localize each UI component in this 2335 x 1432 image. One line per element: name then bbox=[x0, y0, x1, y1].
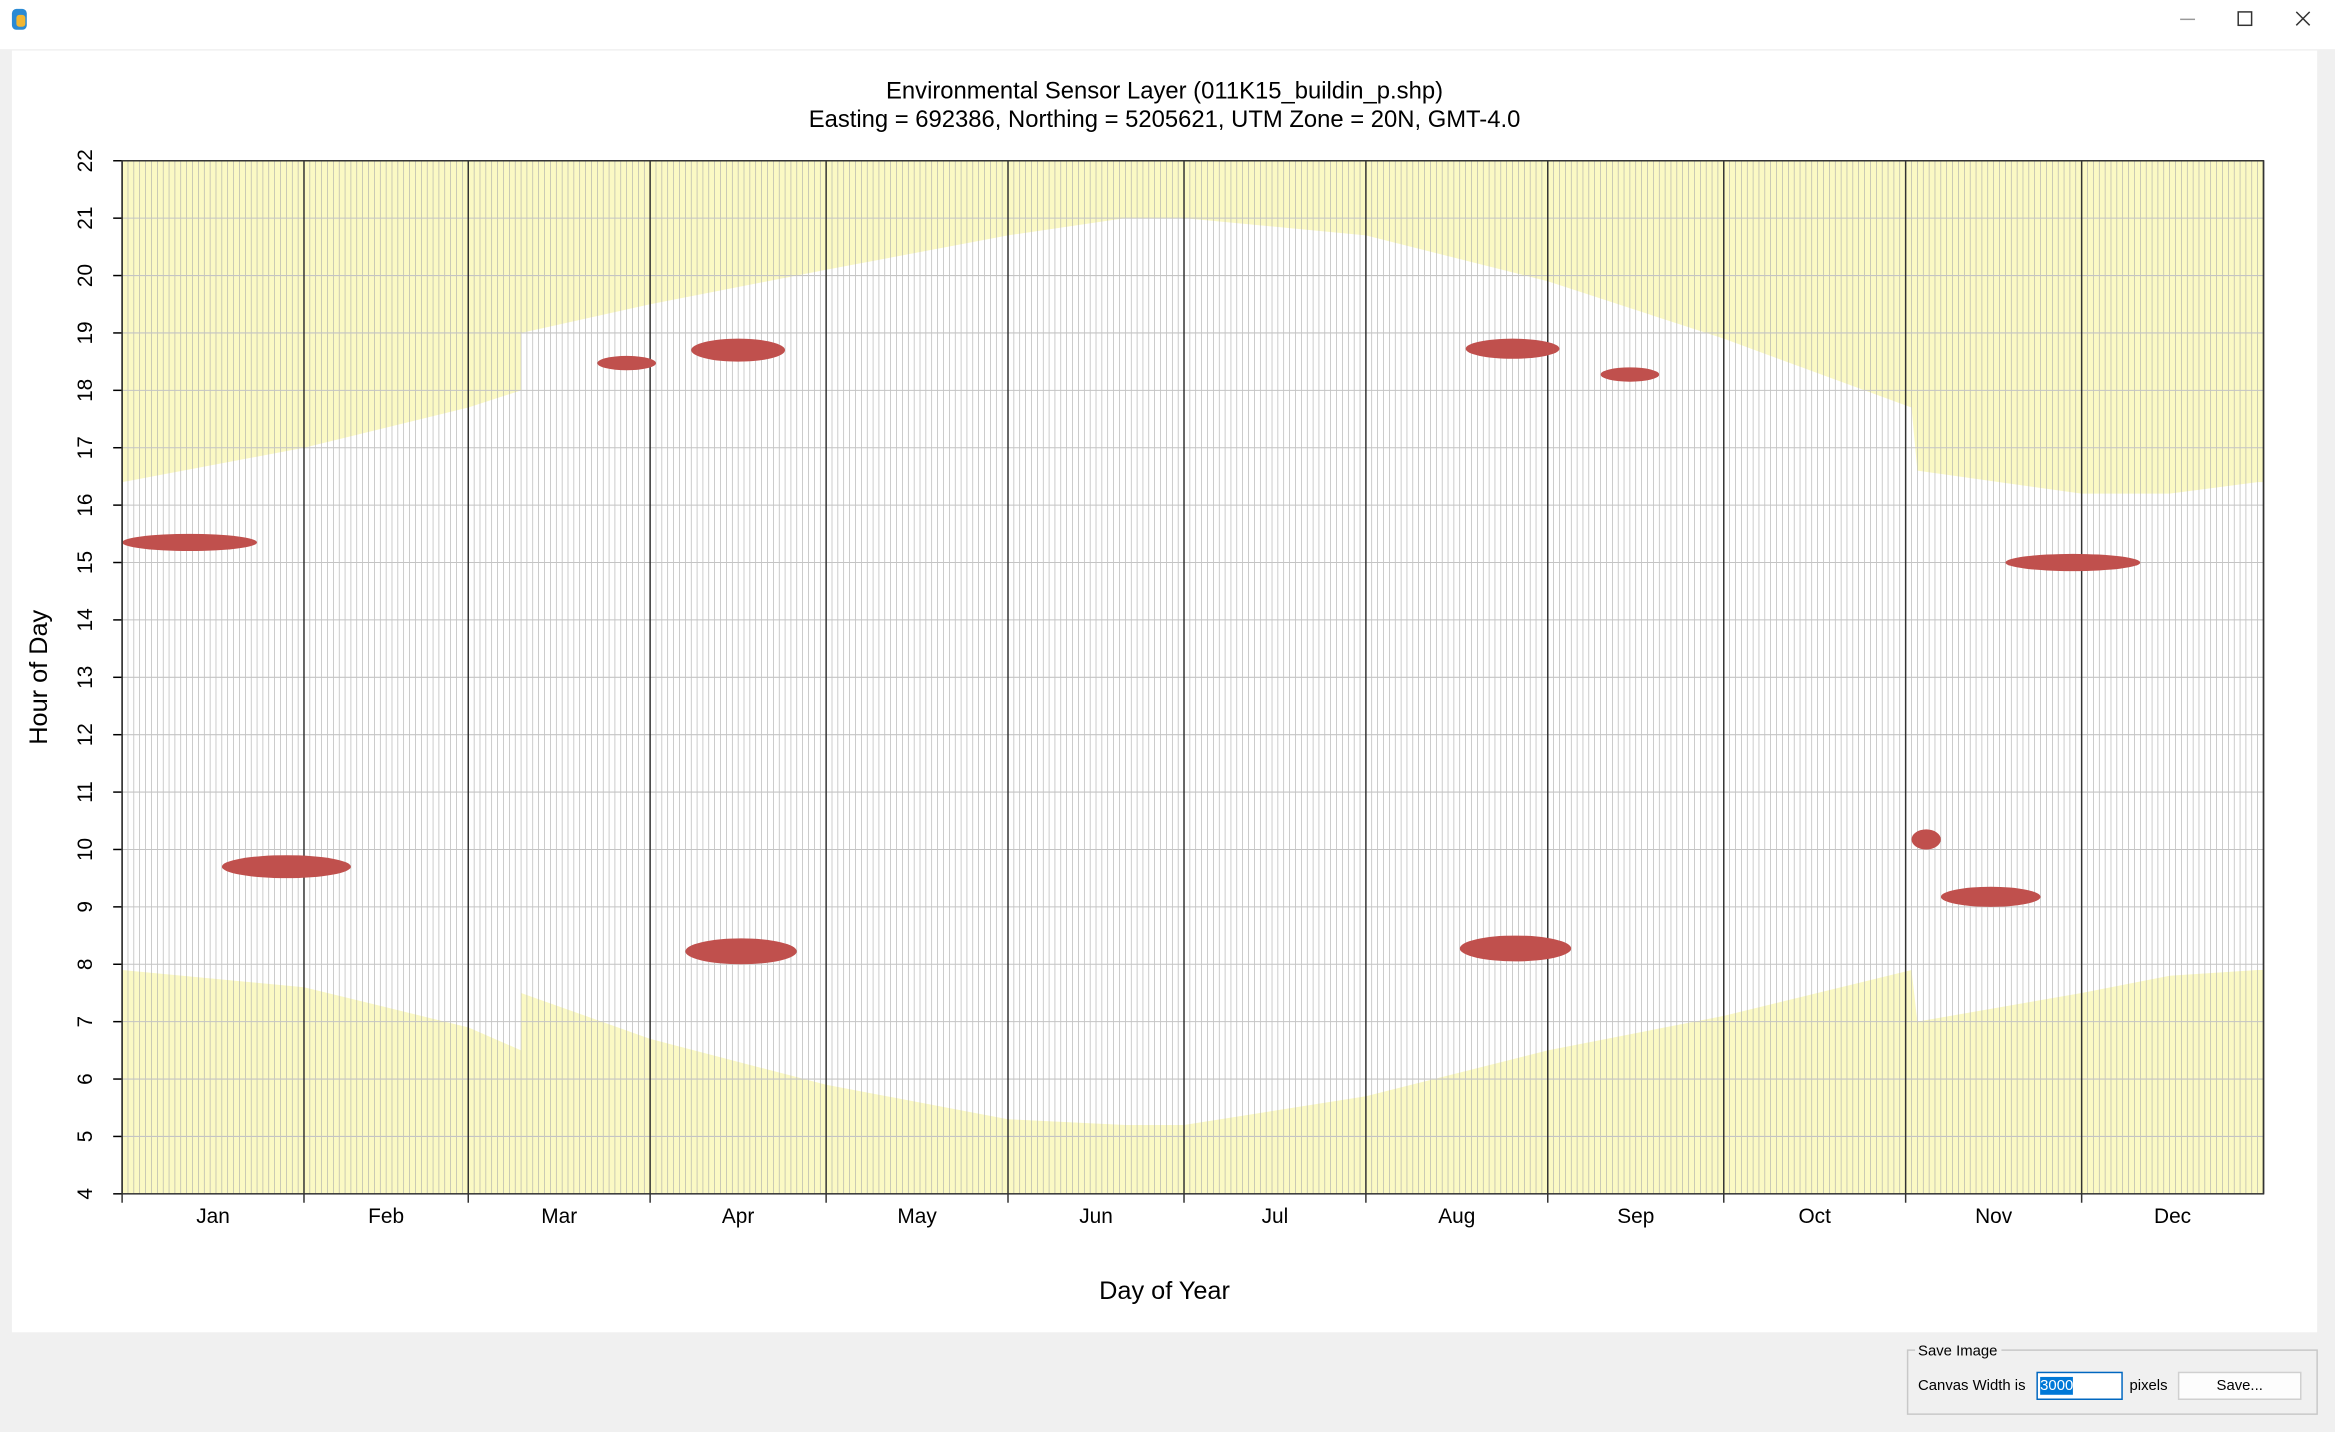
save-button[interactable] bbox=[2177, 1371, 2302, 1400]
shadow bbox=[1940, 886, 2041, 907]
y-axis-label: Hour of Day bbox=[25, 609, 53, 744]
y-tick-label: 16 bbox=[74, 494, 97, 517]
y-tick-label: 8 bbox=[74, 958, 97, 970]
y-tick-label: 7 bbox=[74, 1016, 97, 1028]
maximize-button[interactable] bbox=[2237, 11, 2253, 27]
shadow bbox=[1459, 935, 1572, 962]
x-tick-label: Aug bbox=[1438, 1205, 1475, 1228]
save-group-title: Save Image bbox=[1918, 1344, 1997, 1360]
pixels-label: pixels bbox=[2129, 1378, 2167, 1394]
y-tick-label: 17 bbox=[74, 436, 97, 459]
y-tick-label: 5 bbox=[74, 1131, 97, 1143]
y-tick-label: 4 bbox=[74, 1188, 97, 1200]
shadow bbox=[1911, 829, 1941, 850]
x-tick-label: Nov bbox=[1975, 1205, 2013, 1228]
x-tick-label: Feb bbox=[368, 1205, 404, 1228]
save-group-title-bg bbox=[1915, 1341, 2002, 1360]
canvas-width-value[interactable]: 3000 bbox=[2040, 1378, 2073, 1394]
y-tick-label: 12 bbox=[74, 723, 97, 746]
y-tick-label: 15 bbox=[74, 551, 97, 574]
y-tick-label: 9 bbox=[74, 901, 97, 913]
shadow bbox=[122, 533, 258, 552]
x-axis-label: Day of Year bbox=[1099, 1277, 1230, 1305]
save-button-label[interactable]: Save... bbox=[2217, 1378, 2263, 1394]
x-tick-label: May bbox=[897, 1205, 937, 1228]
y-tick-label: 6 bbox=[74, 1073, 97, 1085]
daylight-boundary-area bbox=[122, 160, 2264, 494]
chart-title: Environmental Sensor Layer (011K15_build… bbox=[886, 78, 1443, 105]
daylight-boundary-area bbox=[122, 969, 2264, 1194]
x-tick-label: Jul bbox=[1262, 1205, 1289, 1228]
y-tick-label: 20 bbox=[74, 264, 97, 287]
x-tick-label: Mar bbox=[541, 1205, 577, 1228]
x-tick-label: Dec bbox=[2154, 1205, 2191, 1228]
app-icon-accent bbox=[16, 14, 26, 27]
plot: 4 5 6 7 8 9 10 11 12 13 14 15 16 17 18 19 20 21 22 Jan Feb Ma… bbox=[74, 149, 2265, 1228]
input-selection bbox=[2040, 1376, 2073, 1395]
shadow bbox=[685, 938, 797, 965]
shadow bbox=[691, 338, 786, 362]
y-tick-label: 10 bbox=[74, 838, 97, 861]
x-tick-label: Oct bbox=[1798, 1205, 1831, 1228]
shadow bbox=[1465, 338, 1560, 359]
x-tick-label: Sep bbox=[1617, 1205, 1654, 1228]
y-tick-label: 21 bbox=[74, 207, 97, 230]
shadow bbox=[597, 355, 656, 371]
y-tick-label: 18 bbox=[74, 379, 97, 402]
save-group bbox=[1906, 1349, 2318, 1415]
y-tick-label: 13 bbox=[74, 666, 97, 689]
plot-frame bbox=[121, 160, 2265, 1195]
y-tick-label: 22 bbox=[74, 149, 97, 172]
x-tick-label: Jan bbox=[196, 1205, 230, 1228]
y-tick-label: 14 bbox=[74, 608, 97, 631]
shadow bbox=[221, 855, 351, 879]
close-button[interactable] bbox=[2295, 11, 2311, 26]
x-tick-label: Jun bbox=[1079, 1205, 1113, 1228]
x-tick-label: Apr bbox=[722, 1205, 754, 1228]
y-tick-label: 11 bbox=[74, 781, 97, 803]
chart-subtitle: Easting = 692386, Northing = 5205621, UT… bbox=[809, 106, 1521, 133]
shadow bbox=[2005, 553, 2141, 572]
canvas-width-label: Canvas Width is bbox=[1918, 1378, 2025, 1394]
title-bar bbox=[0, 0, 2335, 50]
y-tick-label: 19 bbox=[74, 321, 97, 344]
shadow bbox=[1600, 367, 1660, 382]
